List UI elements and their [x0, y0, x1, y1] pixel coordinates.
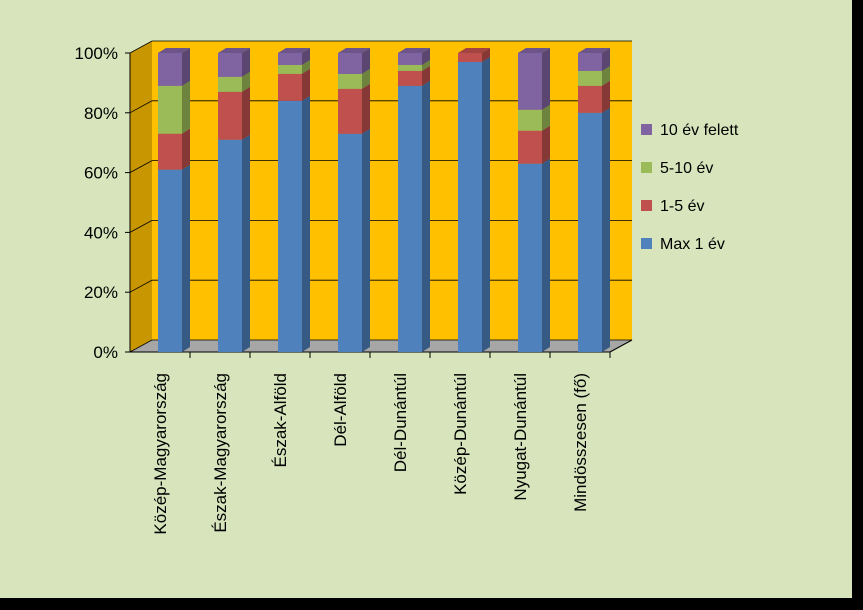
stacked-bar-chart: 0% 20% 40% 60% 80% 100% Közép-Magyarország Észa…	[75, 40, 739, 535]
x-tick-label: Dél-Dunántúl	[391, 373, 410, 472]
bar-segment-side	[422, 65, 430, 86]
bar-segment	[338, 73, 362, 89]
bar-segment	[278, 64, 302, 74]
bar-segment	[218, 139, 242, 352]
bar-segment-side	[542, 48, 550, 110]
bar-segment	[578, 85, 602, 113]
bar-segment	[218, 91, 242, 140]
bar-segment-side	[242, 71, 250, 92]
bar-segment-side	[422, 48, 430, 65]
bar-segment-side	[482, 56, 490, 352]
bar-segment	[218, 76, 242, 92]
x-tick-label: Közép-Magyarország	[151, 373, 170, 535]
y-tick-label: 80%	[84, 104, 118, 123]
x-tick-label: Nyugat-Dunántúl	[511, 373, 530, 501]
bar-segment	[278, 53, 302, 65]
bar-segment-side	[362, 48, 370, 74]
bar-segment-top	[338, 48, 370, 53]
gridline	[129, 40, 632, 54]
bar-segment	[578, 112, 602, 352]
bar-segment	[218, 53, 242, 77]
y-tick-label: 40%	[84, 223, 118, 242]
bar-segment	[578, 70, 602, 86]
bar-segment-side	[542, 158, 550, 352]
bar-segment	[398, 53, 422, 65]
bar-segment-top	[218, 48, 250, 53]
x-tick-label: Észak-Alföld	[271, 373, 290, 467]
bar-segment	[278, 100, 302, 352]
bar-segment-side	[182, 164, 190, 352]
bar-segment-side	[542, 104, 550, 131]
bar-segment-side	[302, 95, 310, 352]
bar-segment-side	[602, 65, 610, 86]
bar-segment-top	[278, 48, 310, 53]
bar-segment-side	[602, 80, 610, 113]
bar-segment-side	[302, 48, 310, 65]
x-tick-label: Dél-Alföld	[331, 373, 350, 447]
legend-label: 10 év felett	[660, 122, 739, 139]
y-tick-label: 20%	[84, 283, 118, 302]
bar-segment-side	[422, 59, 430, 71]
bar-segment-side	[242, 48, 250, 77]
bar-segment	[458, 53, 482, 62]
bar-segment	[338, 53, 362, 74]
bar-segment	[158, 169, 182, 352]
bar-segment	[158, 133, 182, 170]
chart-area: 0% 20% 40% 60% 80% 100% Közép-Magyarország Észa…	[0, 0, 852, 598]
x-tick-label: Közép-Dunántúl	[451, 373, 470, 495]
bar-segment	[518, 130, 542, 164]
bar-segment-side	[302, 68, 310, 101]
bar-segment-top	[518, 48, 550, 53]
bar-segment-top	[158, 48, 190, 53]
bar-segment-side	[422, 80, 430, 352]
y-tick-label: 60%	[84, 164, 118, 183]
bar-segment	[518, 109, 542, 131]
legend-swatch	[641, 238, 652, 249]
legend-label: 5-10 év	[660, 160, 713, 177]
bar-segment	[518, 163, 542, 352]
x-tick-label: Észak-Magyarország	[211, 373, 230, 533]
bar-segment	[398, 64, 422, 71]
bar-segment-side	[182, 80, 190, 134]
x-axis-depth-line	[609, 339, 633, 353]
bar-segment-top	[458, 48, 490, 53]
bar-segment-side	[302, 59, 310, 74]
legend-swatch	[641, 124, 652, 135]
bar-segment-side	[242, 134, 250, 352]
bar-segment-side	[362, 83, 370, 134]
bar-segment-side	[362, 68, 370, 89]
bar-segment	[518, 53, 542, 110]
y-tick-label: 100%	[75, 44, 118, 63]
bar-segment-side	[182, 128, 190, 170]
bar-segment	[158, 53, 182, 86]
bar-segment-side	[362, 128, 370, 352]
bar-segment	[158, 85, 182, 134]
bar-segment	[458, 61, 482, 352]
bar-segment-side	[602, 48, 610, 71]
bar-segment	[398, 70, 422, 86]
legend-swatch	[641, 162, 652, 173]
bar-segment-side	[242, 86, 250, 140]
bar-segment	[278, 73, 302, 101]
x-tick-label: Mindösszesen (fő)	[571, 373, 590, 512]
bar-segment-side	[482, 48, 490, 62]
bar-segment-side	[602, 107, 610, 352]
back-wall	[152, 41, 632, 340]
bar-segment-side	[182, 48, 190, 86]
legend-label: Max 1 év	[660, 236, 725, 253]
bar-segment-top	[578, 48, 610, 53]
bar-segment	[398, 85, 422, 352]
side-wall	[130, 41, 152, 352]
floor	[130, 340, 632, 352]
bar-segment-side	[542, 125, 550, 164]
bar-segment	[338, 133, 362, 352]
y-tick-label: 0%	[93, 343, 118, 362]
bar-segment	[338, 88, 362, 134]
bar-segment-top	[398, 48, 430, 53]
legend-swatch	[641, 200, 652, 211]
legend-label: 1-5 év	[660, 198, 704, 215]
bar-segment	[578, 53, 602, 71]
